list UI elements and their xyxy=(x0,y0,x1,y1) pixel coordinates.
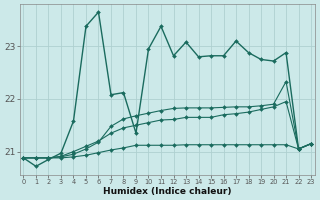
X-axis label: Humidex (Indice chaleur): Humidex (Indice chaleur) xyxy=(103,187,231,196)
